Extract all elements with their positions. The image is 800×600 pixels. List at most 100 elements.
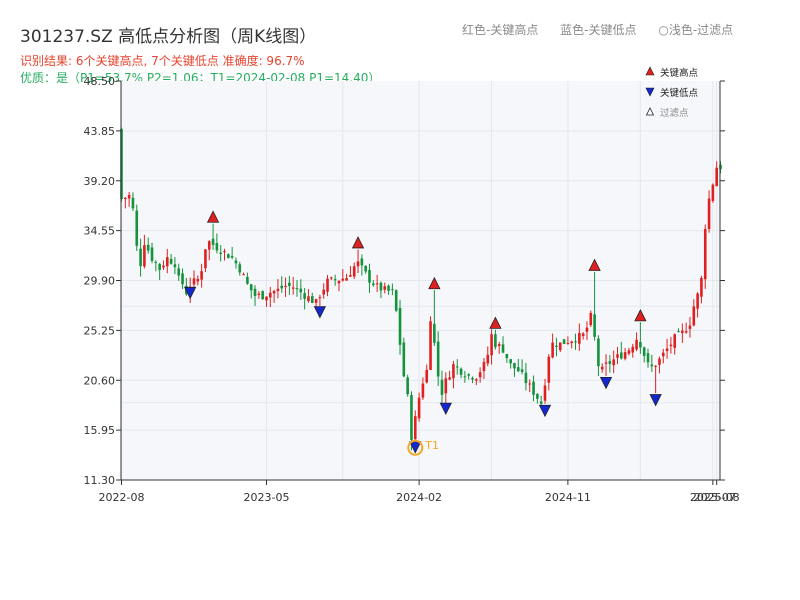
t1-label: T1 xyxy=(424,439,439,452)
candle-body xyxy=(421,383,425,398)
x-tick-label: 2024-11 xyxy=(545,491,591,504)
candle-body xyxy=(249,284,253,291)
candle-body xyxy=(280,285,284,289)
candle-body xyxy=(272,290,276,294)
candle-body xyxy=(360,258,364,266)
legend-label: 关键低点 xyxy=(660,87,699,99)
candle-body xyxy=(665,348,669,352)
candle-body xyxy=(433,323,436,343)
legend-label: 过滤点 xyxy=(660,107,689,119)
candle-body xyxy=(406,377,409,395)
candle-body xyxy=(131,197,135,209)
candle-body xyxy=(124,197,127,200)
candle-body xyxy=(440,379,444,395)
candle-body xyxy=(627,350,631,354)
candle-body xyxy=(284,285,287,288)
y-tick-label: 39.20 xyxy=(84,175,116,188)
candle-body xyxy=(516,367,520,372)
candle-body xyxy=(200,271,203,280)
candle-body xyxy=(509,359,512,364)
high-marker xyxy=(428,276,441,290)
candle-body xyxy=(574,341,577,343)
candle-body xyxy=(692,306,696,326)
candle-body xyxy=(310,296,314,303)
candle-body xyxy=(295,288,299,290)
candle-body xyxy=(333,279,337,281)
candle-body xyxy=(341,278,345,281)
candle-body xyxy=(169,258,173,264)
candle-body xyxy=(486,354,490,364)
candle-body xyxy=(467,374,470,376)
candle-body xyxy=(192,278,196,285)
candle-body xyxy=(181,273,184,285)
candle-body xyxy=(204,249,207,269)
x-tick-label: 2025-08 xyxy=(694,491,740,504)
top-legend-filtered: ○浅色-过滤点 xyxy=(658,23,734,37)
candle-body xyxy=(654,365,657,367)
candle-body xyxy=(566,342,570,344)
candle-body xyxy=(391,289,394,291)
candle-body xyxy=(215,243,219,251)
candle-body xyxy=(543,385,547,401)
candle-body xyxy=(642,347,646,356)
candle-body xyxy=(177,268,181,276)
candle-body xyxy=(597,338,600,367)
candle-body xyxy=(246,276,249,284)
candle-body xyxy=(162,265,165,268)
candle-body xyxy=(646,353,650,363)
candle-body xyxy=(326,278,329,292)
candle-body xyxy=(612,359,615,366)
high-marker xyxy=(206,210,220,223)
candle-body xyxy=(387,285,390,291)
candle-body xyxy=(364,265,367,272)
low-marker xyxy=(439,402,452,416)
candle-body xyxy=(631,346,635,353)
candle-body xyxy=(383,286,387,290)
candle-body xyxy=(558,342,562,351)
candle-body xyxy=(707,198,711,229)
candle-body xyxy=(673,334,677,348)
candle-body xyxy=(482,361,486,372)
candle-body xyxy=(585,327,589,332)
candle-body xyxy=(471,378,474,380)
candle-body xyxy=(658,358,661,365)
candle-body xyxy=(501,344,505,353)
candle-body xyxy=(650,364,654,367)
candle-body xyxy=(520,369,524,372)
candle-body xyxy=(684,331,688,333)
y-tick-label: 11.30 xyxy=(84,474,116,487)
candle-body xyxy=(398,307,402,345)
candle-body xyxy=(135,210,139,246)
axis-ticks: 11.30 15.95 20.60 25.25 29.90 34.55 39.20 43.85… xyxy=(84,75,740,504)
x-tick-label: 2023-05 xyxy=(243,491,289,504)
candle-body xyxy=(604,362,608,364)
candle-body xyxy=(452,364,455,379)
x-tick-label: 2022-08 xyxy=(99,491,145,504)
candle-body xyxy=(234,260,238,264)
candle-body xyxy=(146,244,150,251)
candle-body xyxy=(291,287,295,289)
candle-body xyxy=(402,342,406,377)
candle-body xyxy=(356,261,360,267)
top-legend: 红色-关键高点 蓝色-关键低点 ○浅色-过滤点 xyxy=(462,21,751,38)
top-legend-low: 蓝色-关键低点 xyxy=(560,23,637,37)
y-tick-label: 29.90 xyxy=(84,275,116,288)
candle-body xyxy=(394,290,398,311)
candle-body xyxy=(196,278,200,282)
candle-body xyxy=(379,282,383,291)
candle-body xyxy=(455,366,459,368)
candle-body xyxy=(368,270,371,283)
candle-body xyxy=(681,330,684,334)
candle-body xyxy=(429,321,432,370)
candle-body xyxy=(490,334,493,356)
candle-body xyxy=(227,254,230,259)
x-tick-label: 2024-02 xyxy=(396,491,442,504)
candle-body xyxy=(562,339,566,344)
candle-body xyxy=(276,288,280,291)
candle-body xyxy=(268,292,272,298)
high-marker xyxy=(634,309,647,322)
candle-body xyxy=(444,378,448,394)
candles xyxy=(120,127,722,451)
